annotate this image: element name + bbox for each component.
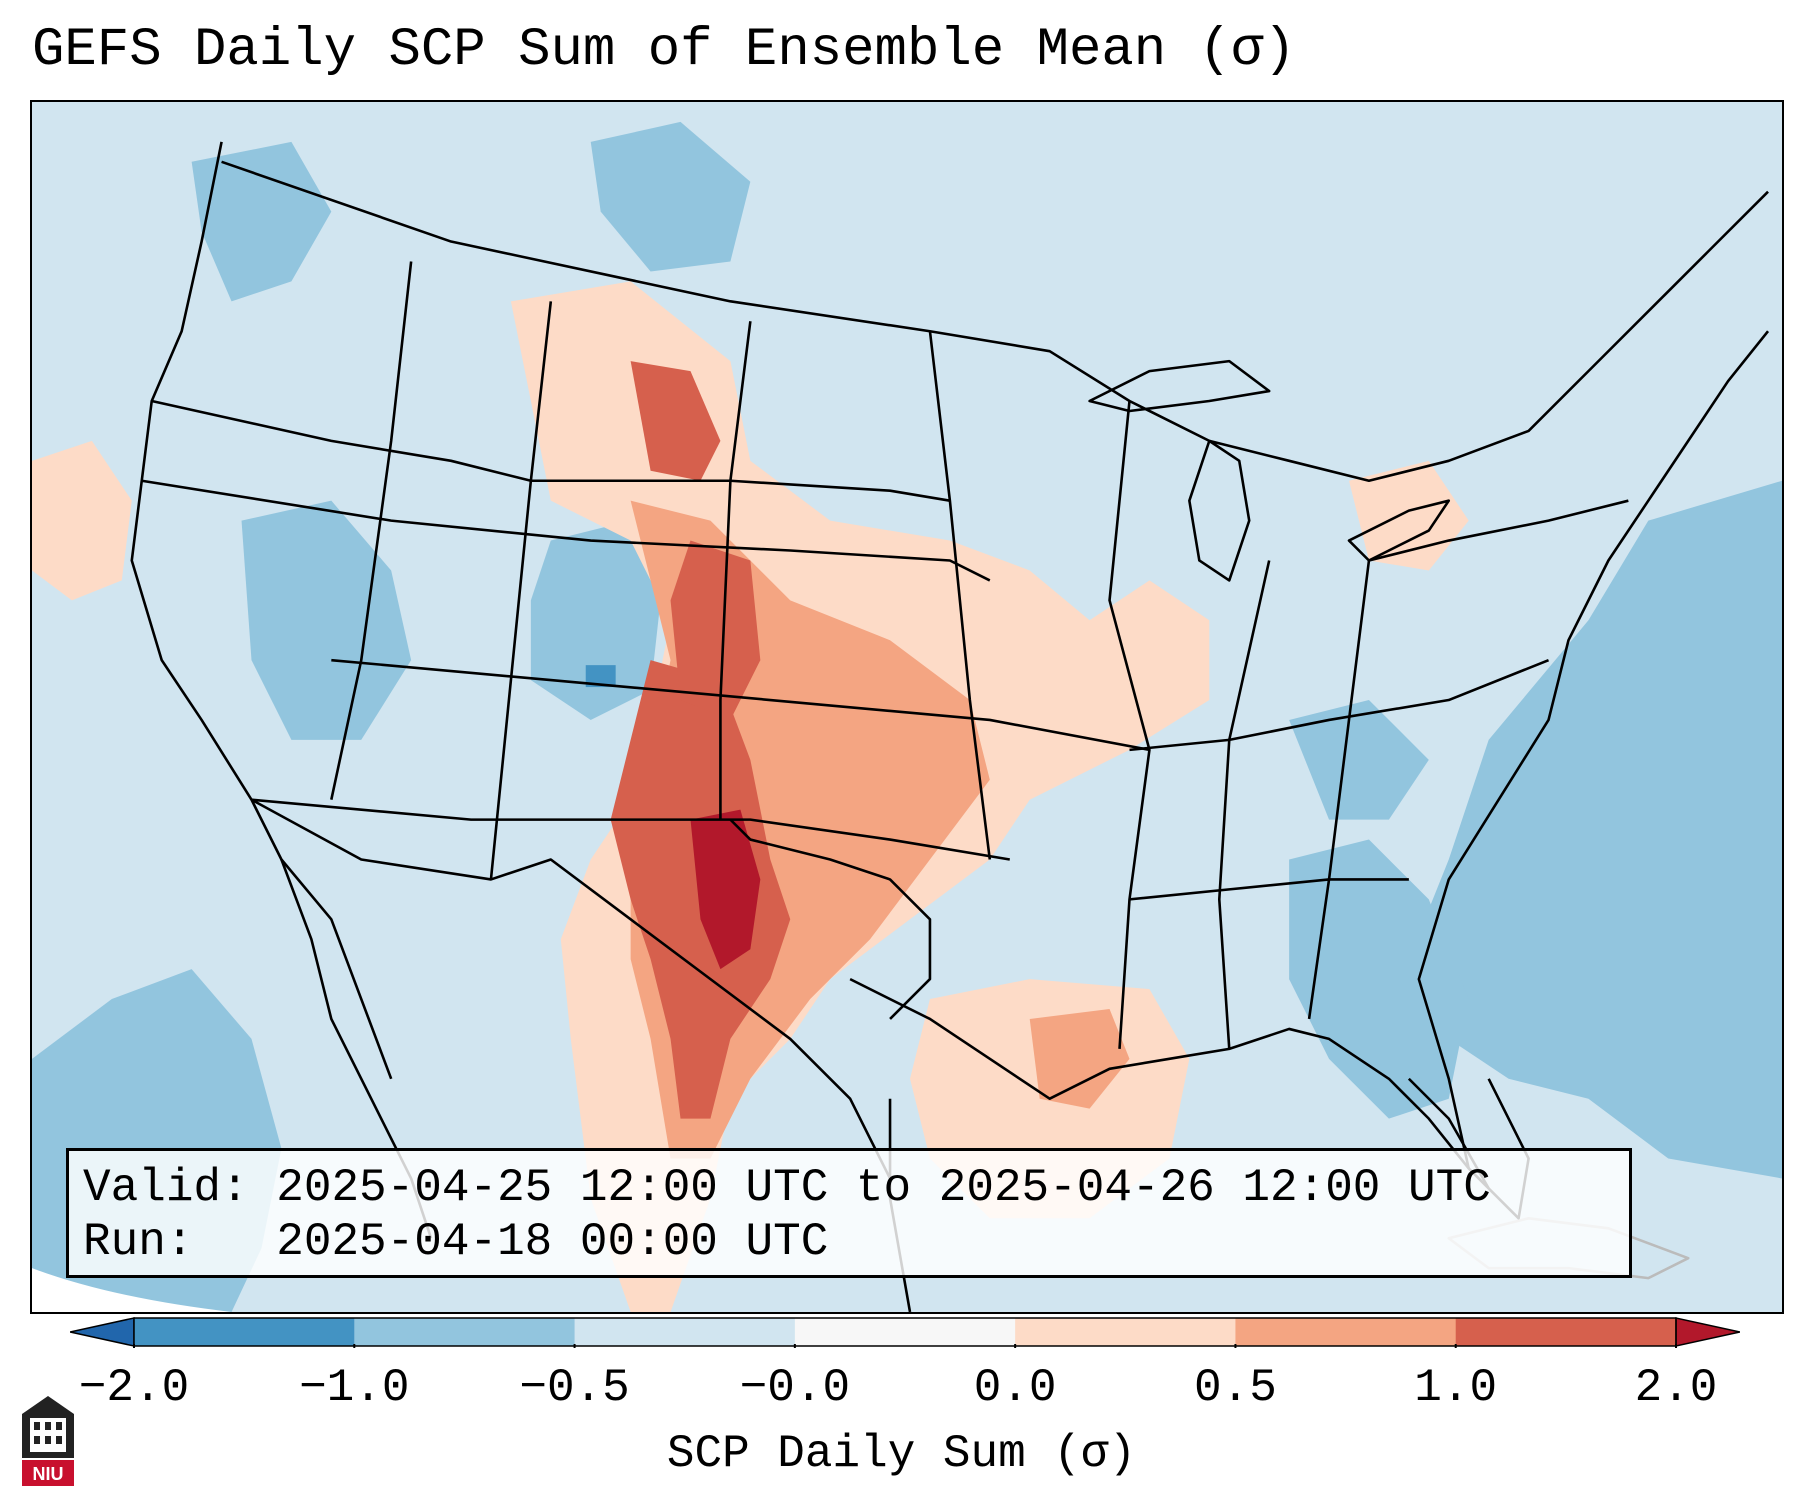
- state-line-ne: [1368, 499, 1629, 562]
- colorado-front-strong-region: [670, 540, 761, 720]
- canada-negative-region: [590, 121, 751, 272]
- strong-negative-cell: [585, 665, 616, 688]
- colorbar-outline: [133, 1317, 1677, 1347]
- state-line-w4: [251, 798, 1010, 861]
- colorado-negative-region: [530, 520, 661, 720]
- colorbar-tick-label: −0.5: [519, 1362, 630, 1414]
- colorbar-tick-label: 1.0: [1414, 1362, 1498, 1414]
- colorbar-label: SCP Daily Sum (σ): [666, 1428, 1137, 1480]
- state-line-w3: [331, 658, 1150, 752]
- lake-michigan: [1188, 439, 1251, 582]
- lake-erie: [1347, 499, 1451, 562]
- valid-run-info-box: Valid: 2025-04-25 12:00 UTC to 2025-04-2…: [66, 1148, 1632, 1278]
- great-basin-negative-region: [241, 500, 412, 740]
- state-line-east2: [1129, 878, 1409, 901]
- state-line-v6: [1217, 560, 1271, 1049]
- colorbar-tick-label: 0.5: [1194, 1362, 1277, 1414]
- run-time-line: Run: 2025-04-18 00:00 UTC: [83, 1216, 829, 1268]
- valid-time-line: Valid: 2025-04-25 12:00 UTC to 2025-04-2…: [83, 1162, 1491, 1214]
- high-plains-strong-region: [630, 361, 721, 481]
- colorbar-tick-label: 0.0: [973, 1362, 1057, 1414]
- california-coast-positive-region: [32, 440, 132, 601]
- niu-logo: NIU: [22, 1396, 74, 1486]
- colorbar-bin: [1015, 1318, 1236, 1346]
- appalachian-negative-region: [1289, 700, 1429, 820]
- colorbar-bin: [574, 1318, 796, 1346]
- gulf-moderate-region: [1029, 1009, 1130, 1109]
- mexico-border: [250, 798, 892, 1180]
- us-west-coast: [130, 141, 393, 1080]
- projection-edge: [32, 1268, 232, 1312]
- state-line-east1: [1129, 658, 1550, 752]
- colorbar-over-arrow: [1675, 1317, 1740, 1347]
- colorbar-bin: [1235, 1318, 1457, 1346]
- niu-logo-text: NIU: [33, 1464, 64, 1484]
- colorbar-bin: [794, 1318, 1016, 1346]
- colorbar-under-arrow: [70, 1317, 135, 1347]
- colorbar-bar: [70, 1317, 1740, 1348]
- colorbar-tick-label: 2.0: [1634, 1362, 1718, 1414]
- gulf-east-negative-region: [1289, 839, 1469, 1119]
- colorbar-tick-label: −2.0: [78, 1362, 190, 1414]
- state-line-v3: [719, 321, 752, 820]
- map-panel: [30, 100, 1784, 1314]
- state-line-v5: [1108, 400, 1151, 1049]
- canada-border: [221, 160, 1769, 483]
- state-line-v7: [1307, 560, 1371, 1020]
- state-line-v2: [489, 301, 553, 880]
- texas-outline: [729, 818, 932, 1020]
- colorbar-tick-label: −0.0: [739, 1362, 851, 1414]
- state-line-v1: [330, 261, 413, 800]
- colorbar-bin: [1455, 1318, 1677, 1346]
- scp-anomaly-map: [32, 102, 1782, 1312]
- colorbar: [70, 1316, 1740, 1348]
- panhandle-max-region: [690, 809, 761, 970]
- lake-superior: [1088, 359, 1271, 413]
- figure-title: GEFS Daily SCP Sum of Ensemble Mean (σ): [32, 20, 1296, 81]
- pacific-nw-negative-region: [191, 141, 332, 302]
- state-line-v4: [928, 331, 992, 860]
- atlantic-negative-region: [1408, 480, 1782, 1179]
- colorbar-tick-label: −1.0: [299, 1362, 410, 1414]
- negative-anomaly-field: [32, 121, 1782, 1312]
- atlantic-coast: [1417, 330, 1770, 1169]
- colorbar-bin: [354, 1318, 576, 1346]
- colorbar-bin: [134, 1318, 355, 1346]
